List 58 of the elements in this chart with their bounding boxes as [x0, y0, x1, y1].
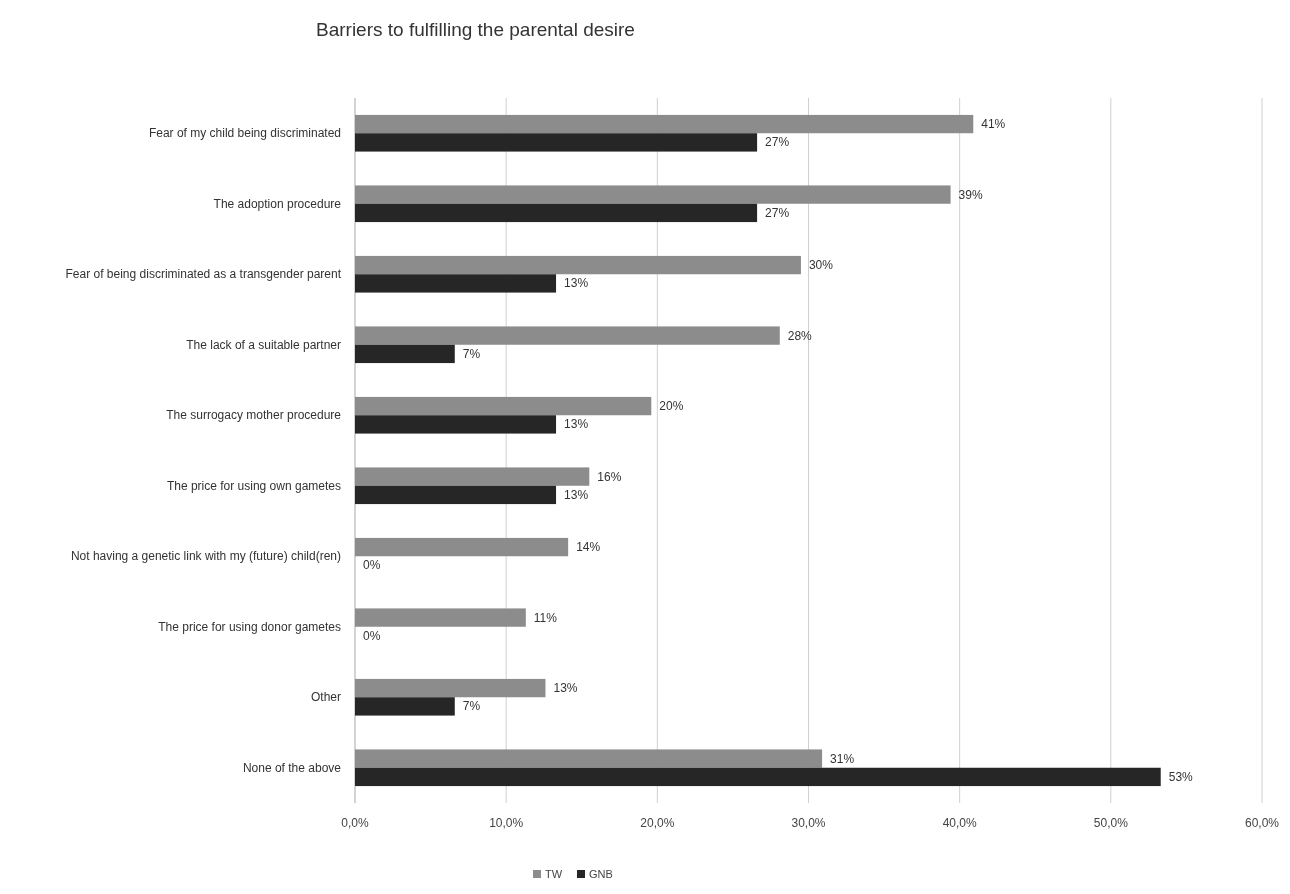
data-label: 28%: [787, 328, 813, 343]
bar: [355, 678, 546, 698]
data-label: 27%: [765, 135, 790, 150]
data-label: 13%: [564, 276, 589, 291]
chart-title: Barriers to fulfilling the parental desire: [316, 19, 635, 40]
y-tick-label: The lack of a suitable partner: [186, 337, 341, 352]
data-label: 41%: [981, 117, 1006, 132]
data-label: 7%: [462, 346, 481, 361]
bar: [355, 396, 652, 416]
data-label: 11%: [533, 610, 558, 625]
data-label: 7%: [462, 699, 481, 714]
y-tick-label: Fear of my child being discriminated: [148, 126, 341, 141]
data-label: 13%: [553, 681, 578, 696]
legend-label: GNB: [589, 868, 613, 880]
legend-label: TW: [545, 868, 563, 880]
bar: [355, 608, 526, 627]
y-tick-label: Fear of being discriminated as a transgender parent: [65, 267, 342, 282]
x-tick-label: 60,0%: [1244, 816, 1280, 830]
data-label: 31%: [830, 751, 855, 766]
bar: [355, 133, 758, 152]
bar: [355, 344, 455, 364]
bar: [355, 767, 1161, 787]
bar: [355, 185, 951, 204]
y-tick-label: Not having a genetic link with my (future) child(ren): [70, 549, 341, 564]
y-tick-label: None of the above: [242, 760, 342, 775]
bar: [355, 114, 974, 134]
y-tick-label: The surrogacy mother procedure: [166, 408, 342, 423]
y-tick-label: The price for using own gametes: [166, 478, 341, 493]
data-label: 14%: [576, 540, 601, 555]
y-tick-label: Other: [310, 690, 341, 705]
y-tick-label: The price for using donor gametes: [158, 619, 341, 634]
bar: [355, 255, 801, 275]
bar: [355, 537, 569, 557]
data-label: 27%: [765, 205, 790, 220]
x-tick-label: 0,0%: [341, 816, 369, 830]
x-tick-label: 20,0%: [640, 816, 675, 830]
x-tick-label: 30,0%: [791, 816, 826, 830]
bar: [355, 485, 557, 505]
bar: [355, 326, 780, 345]
data-label: 0%: [363, 628, 381, 643]
bar: [355, 203, 758, 223]
data-label: 30%: [808, 258, 834, 273]
data-label: 13%: [564, 417, 589, 432]
bar: [355, 415, 557, 434]
data-label: 0%: [363, 558, 381, 573]
data-label: 39%: [958, 187, 983, 202]
x-tick-label: 40,0%: [942, 816, 978, 830]
data-label: 16%: [597, 469, 622, 484]
x-tick-label: 50,0%: [1093, 816, 1129, 830]
bar: [355, 697, 455, 716]
data-label: 53%: [1168, 769, 1194, 784]
bar: [355, 749, 823, 768]
bar: [355, 467, 590, 486]
data-label: 13%: [564, 487, 589, 502]
y-tick-label: The adoption procedure: [213, 196, 342, 211]
data-label: 20%: [659, 399, 684, 414]
bar: [355, 274, 557, 293]
x-tick-label: 10,0%: [489, 816, 524, 830]
